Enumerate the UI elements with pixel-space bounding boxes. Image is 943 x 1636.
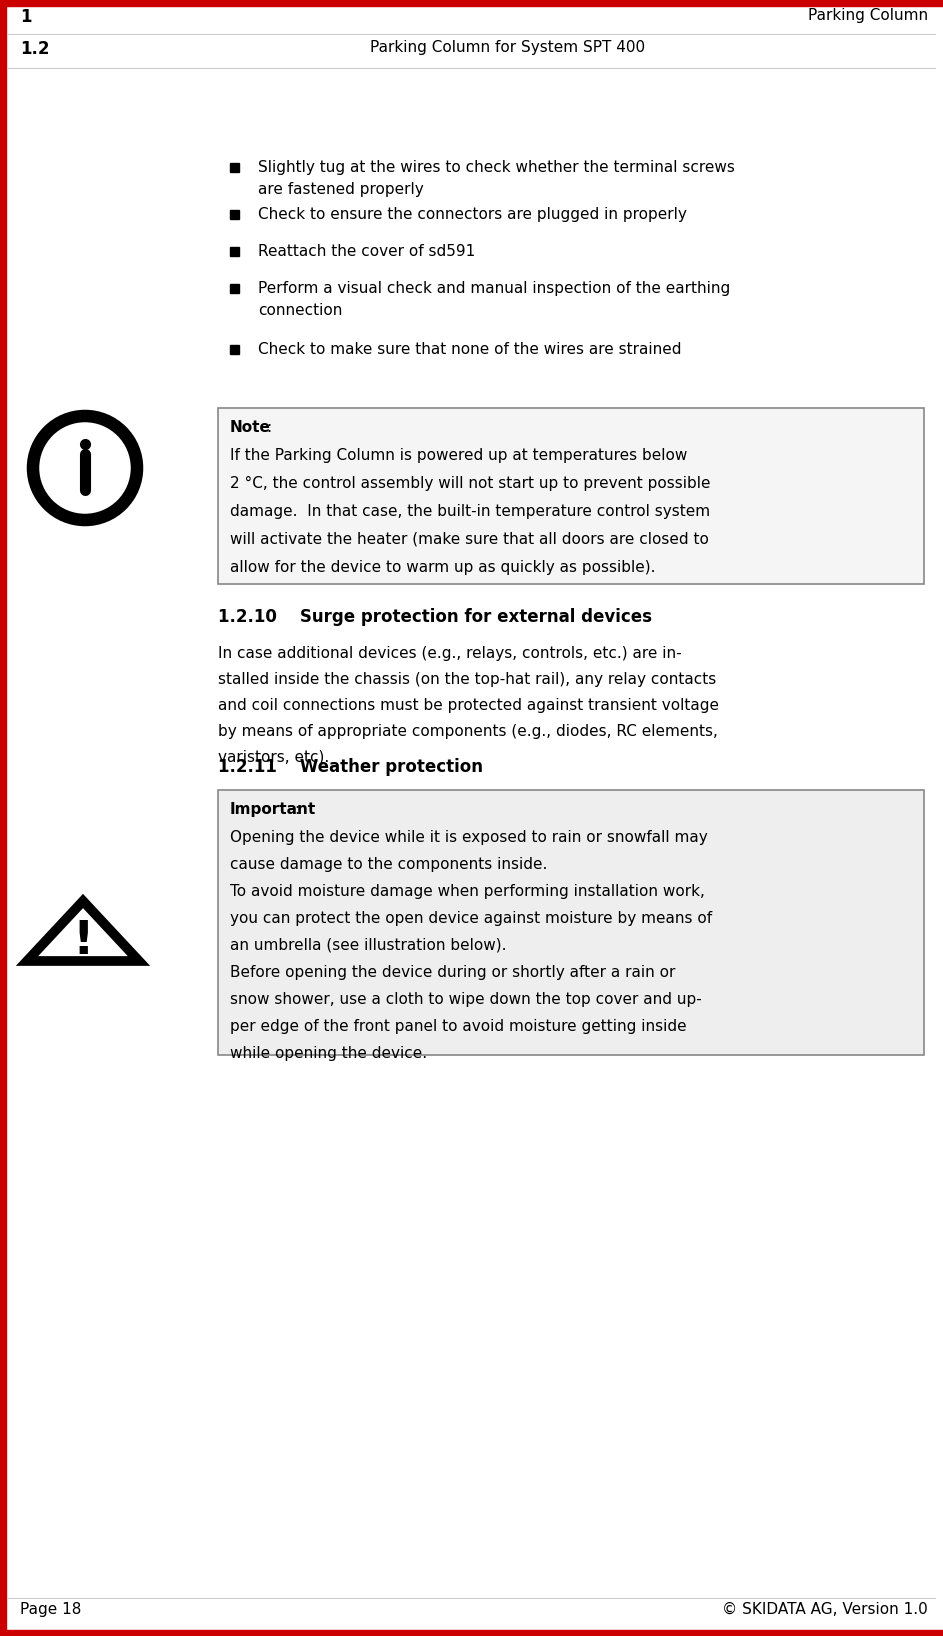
Text: connection: connection: [258, 303, 342, 317]
Text: snow shower, use a cloth to wipe down the top cover and up-: snow shower, use a cloth to wipe down th…: [230, 991, 702, 1008]
Text: varistors, etc).: varistors, etc).: [218, 749, 329, 766]
Text: :: :: [294, 802, 299, 816]
Text: Reattach the cover of sd591: Reattach the cover of sd591: [258, 244, 475, 258]
Bar: [230, 164, 239, 172]
Text: allow for the device to warm up as quickly as possible).: allow for the device to warm up as quick…: [230, 560, 655, 574]
Text: 1.2: 1.2: [20, 39, 49, 57]
Text: are fastened properly: are fastened properly: [258, 182, 423, 196]
Bar: [230, 345, 239, 353]
Text: © SKIDATA AG, Version 1.0: © SKIDATA AG, Version 1.0: [722, 1602, 928, 1616]
Text: Perform a visual check and manual inspection of the earthing: Perform a visual check and manual inspec…: [258, 281, 730, 296]
Text: Parking Column: Parking Column: [808, 8, 928, 23]
Text: !: !: [73, 919, 93, 964]
Text: Page 18: Page 18: [20, 1602, 81, 1616]
Text: 1: 1: [20, 8, 31, 26]
Bar: [0, 1629, 943, 1636]
Text: Check to make sure that none of the wires are strained: Check to make sure that none of the wire…: [258, 342, 682, 357]
Text: Parking Column for System SPT 400: Parking Column for System SPT 400: [370, 39, 645, 56]
Text: will activate the heater (make sure that all doors are closed to: will activate the heater (make sure that…: [230, 532, 709, 546]
Text: 1.2.10    Surge protection for external devices: 1.2.10 Surge protection for external dev…: [218, 609, 652, 627]
Text: Before opening the device during or shortly after a rain or: Before opening the device during or shor…: [230, 965, 675, 980]
Text: stalled inside the chassis (on the top-hat rail), any relay contacts: stalled inside the chassis (on the top-h…: [218, 672, 717, 687]
Text: :: :: [266, 420, 272, 435]
Text: you can protect the open device against moisture by means of: you can protect the open device against …: [230, 911, 712, 926]
Bar: [230, 285, 239, 293]
Text: 1.2.11    Weather protection: 1.2.11 Weather protection: [218, 757, 483, 775]
Text: Important: Important: [230, 802, 316, 816]
Text: Slightly tug at the wires to check whether the terminal screws: Slightly tug at the wires to check wheth…: [258, 160, 735, 175]
Text: by means of appropriate components (e.g., diodes, RC elements,: by means of appropriate components (e.g.…: [218, 725, 718, 739]
Text: 2 °C, the control assembly will not start up to prevent possible: 2 °C, the control assembly will not star…: [230, 476, 710, 491]
Text: Note: Note: [230, 420, 271, 435]
Text: damage.  In that case, the built-in temperature control system: damage. In that case, the built-in tempe…: [230, 504, 710, 519]
Bar: [0, 0, 6, 1636]
Text: If the Parking Column is powered up at temperatures below: If the Parking Column is powered up at t…: [230, 448, 687, 463]
Text: and coil connections must be protected against transient voltage: and coil connections must be protected a…: [218, 699, 719, 713]
Text: an umbrella (see illustration below).: an umbrella (see illustration below).: [230, 937, 506, 954]
FancyBboxPatch shape: [218, 790, 924, 1055]
Text: per edge of the front panel to avoid moisture getting inside: per edge of the front panel to avoid moi…: [230, 1019, 687, 1034]
Text: Opening the device while it is exposed to rain or snowfall may: Opening the device while it is exposed t…: [230, 829, 708, 846]
Text: To avoid moisture damage when performing installation work,: To avoid moisture damage when performing…: [230, 883, 704, 900]
Text: while opening the device.: while opening the device.: [230, 1045, 427, 1062]
Text: cause damage to the components inside.: cause damage to the components inside.: [230, 857, 547, 872]
Text: Check to ensure the connectors are plugged in properly: Check to ensure the connectors are plugg…: [258, 208, 687, 222]
Bar: [0, 0, 943, 7]
Text: In case additional devices (e.g., relays, controls, etc.) are in-: In case additional devices (e.g., relays…: [218, 646, 682, 661]
FancyBboxPatch shape: [218, 407, 924, 584]
Bar: [230, 247, 239, 255]
Bar: [230, 209, 239, 219]
